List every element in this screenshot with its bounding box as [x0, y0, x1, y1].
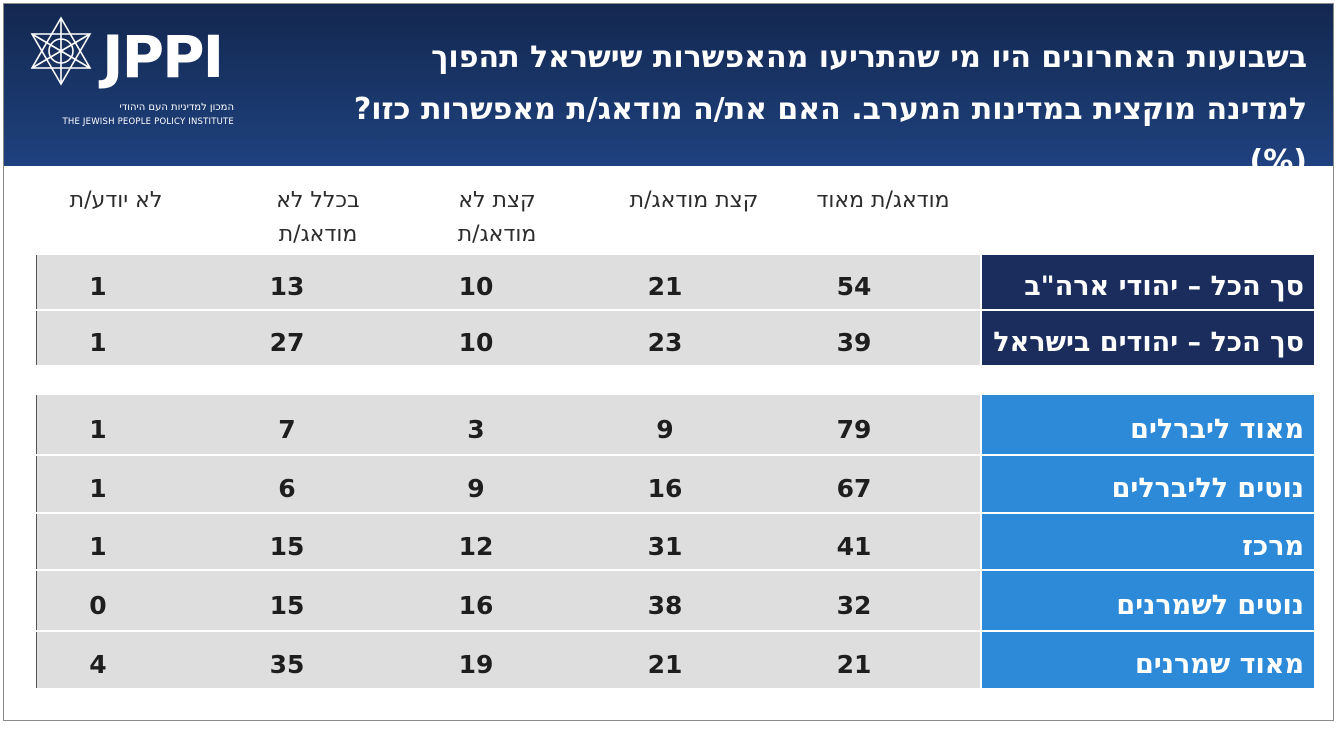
data-value: 0: [89, 591, 107, 620]
row-label: סך הכל – יהודים בישראל: [982, 311, 1314, 367]
table-row: נוטים לליברלים 67 16 9 6 1: [36, 456, 1314, 514]
data-value: 4: [89, 650, 107, 679]
data-value: 1: [89, 415, 107, 444]
table-row: סך הכל – יהודים בישראל 39 23 10 27 1: [36, 311, 1314, 367]
logo-english-tagline: THE JEWISH PEOPLE POLICY INSTITUTE: [62, 117, 234, 127]
chart-title: בשבועות האחרונים היו מי שהתריעו מהאפשרות…: [307, 32, 1307, 188]
row-left-border: [36, 514, 37, 571]
star-of-david-icon: [30, 16, 92, 86]
header-banner: JPPI המכון למדיניות העם היהודי THE JEWIS…: [4, 4, 1333, 179]
row-left-border: [36, 395, 37, 456]
row-separator: [36, 630, 980, 632]
row-background: [36, 255, 980, 311]
data-value: 35: [269, 650, 305, 679]
row-background: [36, 456, 980, 514]
row-separator: [36, 365, 980, 367]
row-left-border: [36, 311, 37, 367]
data-value: 16: [458, 591, 494, 620]
data-value: 23: [647, 328, 683, 357]
row-separator: [36, 512, 980, 514]
data-value: 79: [836, 415, 872, 444]
column-header: מודאג/ת מאוד: [816, 188, 950, 213]
row-left-border: [36, 456, 37, 514]
row-background: [36, 514, 980, 571]
data-value: 41: [836, 532, 872, 561]
row-separator: [36, 688, 980, 690]
data-value: 9: [656, 415, 674, 444]
data-value: 19: [458, 650, 494, 679]
data-value: 10: [458, 328, 494, 357]
data-value: 12: [458, 532, 494, 561]
row-background: [36, 311, 980, 367]
title-line: בשבועות האחרונים היו מי שהתריעו מהאפשרות…: [431, 40, 1307, 75]
row-separator: [36, 309, 980, 311]
data-value: 1: [89, 328, 107, 357]
logo-hebrew-tagline: המכון למדיניות העם היהודי: [119, 102, 234, 113]
data-value: 21: [647, 650, 683, 679]
figure-frame: JPPI המכון למדיניות העם היהודי THE JEWIS…: [3, 3, 1334, 721]
row-label: מאוד ליברלים: [982, 395, 1314, 456]
data-value: 13: [269, 272, 305, 301]
data-value: 31: [647, 532, 683, 561]
data-value: 7: [278, 415, 296, 444]
data-value: 16: [647, 474, 683, 503]
row-label: נוטים לליברלים: [982, 456, 1314, 514]
data-value: 39: [836, 328, 872, 357]
table-row: מאוד שמרנים 21 21 19 35 4: [36, 632, 1314, 690]
table-row: סך הכל – יהודי ארה"ב 54 21 10 13 1: [36, 255, 1314, 311]
column-header: קצת לא מודאג/ת: [457, 188, 537, 247]
data-value: 54: [836, 272, 872, 301]
row-label: מרכז: [982, 514, 1314, 571]
data-value: 32: [836, 591, 872, 620]
data-value: 21: [836, 650, 872, 679]
table-row: מרכז 41 31 12 15 1: [36, 514, 1314, 571]
table-row: מאוד ליברלים 79 9 3 7 1: [36, 395, 1314, 456]
jppi-logo: JPPI המכון למדיניות העם היהודי THE JEWIS…: [26, 16, 236, 127]
data-value: 15: [269, 591, 305, 620]
data-value: 27: [269, 328, 305, 357]
data-value: 10: [458, 272, 494, 301]
column-header: בכלל לא מודאג/ת: [276, 188, 360, 247]
row-background: [36, 632, 980, 690]
data-value: 67: [836, 474, 872, 503]
data-value: 1: [89, 272, 107, 301]
column-header: לא יודע/ת: [69, 188, 163, 213]
row-left-border: [36, 571, 37, 632]
data-value: 21: [647, 272, 683, 301]
row-background: [36, 571, 980, 632]
data-value: 1: [89, 532, 107, 561]
row-left-border: [36, 632, 37, 690]
data-value: 15: [269, 532, 305, 561]
data-value: 38: [647, 591, 683, 620]
data-value: 6: [278, 474, 296, 503]
data-value: 1: [89, 474, 107, 503]
column-header: קצת מודאג/ת: [629, 188, 759, 213]
row-label: סך הכל – יהודי ארה"ב: [982, 255, 1314, 311]
title-line: למדינה מוקצית במדינות המערב. האם את/ה מו…: [353, 92, 1307, 179]
row-separator: [36, 569, 980, 571]
row-separator: [36, 454, 980, 456]
logo-wordmark: JPPI: [102, 23, 224, 91]
data-value: 9: [467, 474, 485, 503]
table-row: נוטים לשמרנים 32 38 16 15 0: [36, 571, 1314, 632]
row-left-border: [36, 255, 37, 311]
row-label: מאוד שמרנים: [982, 632, 1314, 690]
row-background: [36, 395, 980, 456]
row-label: נוטים לשמרנים: [982, 571, 1314, 632]
data-value: 3: [467, 415, 485, 444]
